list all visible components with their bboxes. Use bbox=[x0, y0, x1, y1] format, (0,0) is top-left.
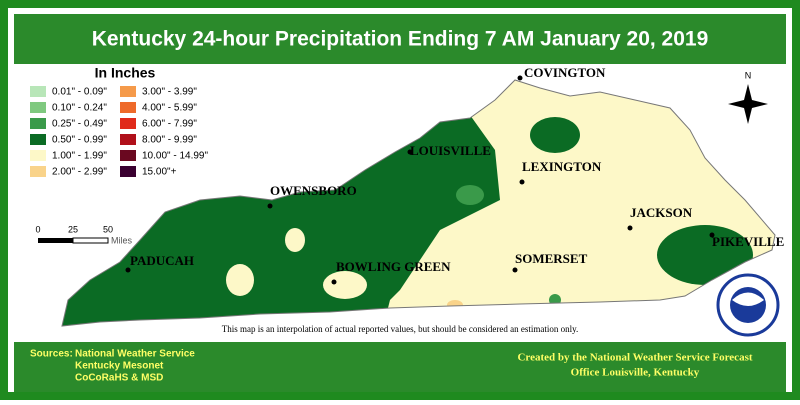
scale-label: 0 bbox=[35, 224, 40, 234]
legend-label: 4.00" - 5.99" bbox=[142, 103, 197, 114]
legend-label: 0.01" - 0.09" bbox=[52, 87, 107, 98]
legend-swatch bbox=[120, 134, 136, 145]
heavy-zone bbox=[530, 117, 580, 153]
legend-label: 6.00" - 7.99" bbox=[142, 119, 197, 130]
city-dot bbox=[512, 267, 518, 273]
city-label: BOWLING GREEN bbox=[336, 259, 451, 274]
legend-swatch bbox=[30, 134, 46, 145]
legend-label: 0.10" - 0.24" bbox=[52, 103, 107, 114]
legend-swatch bbox=[30, 150, 46, 161]
north-arrow: N bbox=[728, 70, 768, 124]
legend-swatch bbox=[120, 166, 136, 177]
legend-swatch bbox=[30, 118, 46, 129]
source: CoCoRaHS & MSD bbox=[75, 373, 163, 384]
legend-label: 3.00" - 3.99" bbox=[142, 87, 197, 98]
city-dot bbox=[125, 267, 131, 273]
title: Kentucky 24-hour Precipitation Ending 7 … bbox=[92, 28, 709, 51]
mid-spot bbox=[456, 185, 484, 205]
scale-label: 25 bbox=[68, 224, 78, 234]
city-label: OWENSBORO bbox=[270, 183, 357, 198]
city-dot bbox=[331, 279, 337, 285]
city-label: PADUCAH bbox=[130, 253, 194, 268]
heavy-zone bbox=[657, 225, 753, 285]
city-dot bbox=[407, 149, 413, 155]
credit: Office Louisville, Kentucky bbox=[571, 367, 700, 379]
city-dot bbox=[267, 203, 273, 209]
legend-swatch bbox=[30, 166, 46, 177]
light-spot bbox=[226, 264, 254, 296]
nws-logo bbox=[716, 273, 780, 337]
city-label: COVINGTON bbox=[524, 65, 606, 80]
legend-label: 15.00"+ bbox=[142, 167, 177, 178]
north-label: N bbox=[745, 70, 752, 80]
scale-segment bbox=[38, 238, 73, 243]
city-label: LOUISVILLE bbox=[410, 143, 491, 158]
scale-label: 50 bbox=[103, 224, 113, 234]
legend-swatch bbox=[30, 86, 46, 97]
city-label: SOMERSET bbox=[515, 251, 588, 266]
city-dot bbox=[517, 75, 523, 81]
title-bar bbox=[14, 14, 786, 64]
city-dot bbox=[627, 225, 633, 231]
legend-label: 2.00" - 2.99" bbox=[52, 167, 107, 178]
credit: Created by the National Weather Service … bbox=[517, 352, 752, 364]
legend-label: 1.00" - 1.99" bbox=[52, 151, 107, 162]
city-label: LEXINGTON bbox=[522, 159, 602, 174]
light-spot bbox=[285, 228, 305, 252]
scale-unit: Miles bbox=[111, 235, 133, 245]
legend-swatch bbox=[120, 86, 136, 97]
sources-label: Sources: bbox=[30, 349, 73, 360]
legend-label: 0.50" - 0.99" bbox=[52, 135, 107, 146]
source: Kentucky Mesonet bbox=[75, 361, 164, 372]
source: National Weather Service bbox=[75, 349, 195, 360]
compass-rose bbox=[728, 84, 768, 124]
city-dot bbox=[709, 232, 715, 238]
footer-bar bbox=[14, 342, 786, 392]
scale-segment bbox=[72, 237, 109, 244]
legend-label: 8.00" - 9.99" bbox=[142, 135, 197, 146]
legend-label: 0.25" - 0.49" bbox=[52, 119, 107, 130]
light-spot bbox=[323, 271, 367, 299]
city-label: JACKSON bbox=[630, 205, 693, 220]
legend-swatch bbox=[120, 118, 136, 129]
logo-cloud bbox=[732, 292, 764, 306]
city-label: PIKEVILLE bbox=[712, 234, 784, 249]
legend: In Inches 0.01" - 0.09" 0.10" - 0.24" 0.25… bbox=[30, 65, 208, 178]
city-dot bbox=[519, 179, 525, 185]
scale-bar: 0 25 50 Miles bbox=[35, 224, 132, 245]
disclaimer: This map is an interpolation of actual r… bbox=[222, 324, 579, 334]
legend-swatch bbox=[120, 102, 136, 113]
legend-label: 10.00" - 14.99" bbox=[142, 151, 208, 162]
heavy-zone bbox=[62, 110, 500, 326]
legend-title: In Inches bbox=[95, 65, 156, 81]
legend-swatch bbox=[30, 102, 46, 113]
legend-swatch bbox=[120, 150, 136, 161]
